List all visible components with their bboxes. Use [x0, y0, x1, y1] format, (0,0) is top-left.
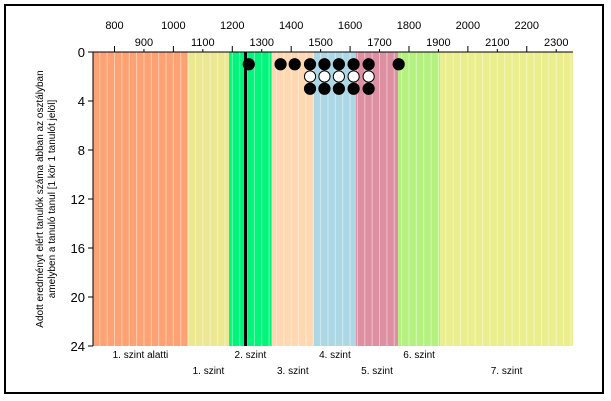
x-tick-label-top: 2000 [456, 20, 480, 32]
point-filled [303, 58, 317, 71]
point-filled [332, 58, 345, 71]
x-tick-label-bottom: 1700 [367, 37, 391, 49]
point-filled [318, 82, 331, 95]
chart-frame: 800 1000 1200 1400 1600 1800 2000 2200 900 1100 13… [4, 4, 604, 394]
x-tick-label-top: 1200 [220, 20, 244, 32]
x-tick-label-bottom: 1100 [191, 37, 215, 49]
x-tick-label-bottom: 2300 [544, 37, 568, 49]
band-3 [229, 52, 272, 346]
band-label-1: 1. szint alatti [113, 350, 169, 361]
point-open [318, 70, 331, 83]
point-filled [362, 82, 375, 95]
band-8 [440, 52, 573, 346]
y-tick-label: 24 [71, 339, 85, 354]
band-1 [93, 52, 188, 346]
x-tick-label-bottom: 1300 [249, 37, 273, 49]
chart: 800 1000 1200 1400 1600 1800 2000 2200 900 1100 13… [35, 20, 573, 377]
y-axis-label-line2: amelyben a tanuló tanul [1 kör 1 tanulót… [47, 100, 58, 299]
level-bands [93, 52, 573, 346]
x-tick-label-bottom: 2100 [485, 37, 509, 49]
x-tick-label-top: 2200 [515, 20, 539, 32]
point-filled [347, 58, 360, 71]
y-tick-label: 4 [78, 94, 85, 109]
y-axis-label: Adott eredményt elért tanulók száma abba… [35, 70, 46, 327]
y-tick-label: 8 [78, 143, 85, 158]
y-tick-label: 12 [71, 192, 85, 207]
x-tick-label-top: 1400 [279, 20, 303, 32]
band-6 [355, 52, 399, 346]
axes: 800 1000 1200 1400 1600 1800 2000 2200 900 1100 13… [71, 20, 573, 354]
x-tick-label-bottom: 900 [135, 37, 153, 49]
point-open [362, 70, 375, 83]
y-tick-label: 16 [71, 241, 85, 256]
band-label-5: 4. szint [319, 350, 351, 361]
y-tick-label: 20 [71, 290, 85, 305]
band-4 [271, 52, 314, 346]
x-tick-label-top: 1600 [338, 20, 362, 32]
x-tick-label-top: 1800 [397, 20, 421, 32]
band-labels: 1. szint alatti 1. szint 2. szint 3. szint 4… [113, 350, 523, 377]
x-tick-label-bottom: 1500 [308, 37, 332, 49]
band-label-8: 7. szint [491, 366, 523, 377]
band-label-4: 3. szint [277, 366, 309, 377]
y-tick-label: 0 [78, 45, 85, 60]
point-filled [303, 82, 317, 95]
point-filled [392, 58, 405, 71]
band-label-6: 5. szint [361, 366, 393, 377]
band-5 [313, 52, 356, 346]
point-open [347, 70, 360, 83]
point-filled [362, 58, 375, 71]
point-filled [347, 82, 360, 95]
vertical-gridlines [99, 52, 572, 346]
point-filled [318, 58, 331, 71]
band-7 [398, 52, 441, 346]
point-open [332, 70, 345, 83]
point-filled [242, 58, 255, 71]
x-tick-label-top: 800 [105, 20, 123, 32]
student-points [242, 58, 405, 95]
band-label-3: 2. szint [235, 350, 267, 361]
point-filled [274, 58, 287, 71]
band-label-7: 6. szint [403, 350, 435, 361]
point-filled [332, 82, 345, 95]
band-label-2: 1. szint [193, 366, 225, 377]
band-2 [187, 52, 230, 346]
x-tick-label-top: 1000 [161, 20, 185, 32]
point-filled [288, 58, 301, 71]
x-tick-label-bottom: 1900 [426, 37, 450, 49]
point-open [303, 70, 317, 83]
